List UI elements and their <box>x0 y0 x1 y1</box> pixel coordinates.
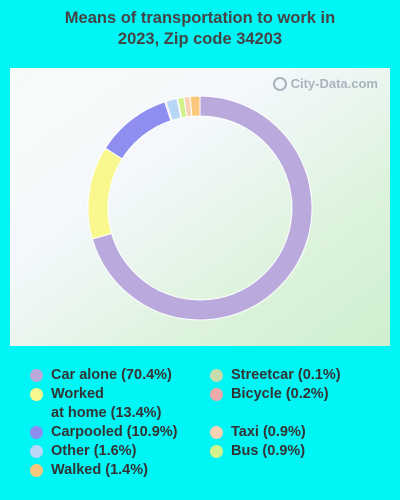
legend-label-bicycle: Bicycle (0.2%) <box>231 386 329 402</box>
magnifier-icon <box>272 76 287 91</box>
donut-chart <box>87 95 313 321</box>
watermark: City-Data.com <box>272 76 378 91</box>
legend-swatch-worked-at-home <box>30 388 43 401</box>
legend-item-walked: Walked (1.4%) <box>30 461 148 480</box>
legend-swatch-walked <box>30 464 43 477</box>
legend-item-car-alone: Car alone (70.4%) <box>30 366 172 385</box>
legend-label-streetcar: Streetcar (0.1%) <box>231 367 341 383</box>
legend: Car alone (70.4%) Worked at home (13.4%) C… <box>0 366 400 496</box>
legend-swatch-streetcar <box>210 369 223 382</box>
legend-label-bus: Bus (0.9%) <box>231 443 306 459</box>
donut-slice-worked-at-home <box>87 147 123 240</box>
legend-item-other: Other (1.6%) <box>30 442 136 461</box>
legend-label-other: Other (1.6%) <box>51 443 137 459</box>
legend-item-bicycle: Bicycle (0.2%) <box>210 385 329 404</box>
legend-label-carpooled: Carpooled (10.9%) <box>51 424 178 440</box>
legend-item-bus: Bus (0.9%) <box>210 442 305 461</box>
legend-label-walked: Walked (1.4%) <box>51 462 148 478</box>
legend-label-worked-at-home: Worked at home (13.4%) <box>51 386 162 421</box>
donut-slice-car-alone <box>91 95 313 321</box>
legend-swatch-carpooled <box>30 426 43 439</box>
donut-slice-walked <box>189 95 201 117</box>
legend-item-carpooled: Carpooled (10.9%) <box>30 423 178 442</box>
legend-swatch-bus <box>210 445 223 458</box>
legend-item-streetcar: Streetcar (0.1%) <box>210 366 341 385</box>
chart-title: Means of transportation to work in 2023,… <box>0 8 400 50</box>
chart-title-line-2: 2023, Zip code 34203 <box>117 30 283 48</box>
legend-item-taxi: Taxi (0.9%) <box>210 423 306 442</box>
legend-swatch-taxi <box>210 426 223 439</box>
chart-title-line-1: Means of transportation to work in <box>64 9 336 27</box>
donut-slice-carpooled <box>104 101 172 160</box>
plot-area: City-Data.com <box>10 68 390 346</box>
watermark-text: City-Data.com <box>290 76 378 91</box>
legend-label-car-alone: Car alone (70.4%) <box>51 367 172 383</box>
legend-item-worked-at-home: Worked at home (13.4%) <box>30 385 161 423</box>
legend-swatch-car-alone <box>30 369 43 382</box>
legend-swatch-other <box>30 445 43 458</box>
legend-label-taxi: Taxi (0.9%) <box>231 424 306 440</box>
legend-swatch-bicycle <box>210 388 223 401</box>
